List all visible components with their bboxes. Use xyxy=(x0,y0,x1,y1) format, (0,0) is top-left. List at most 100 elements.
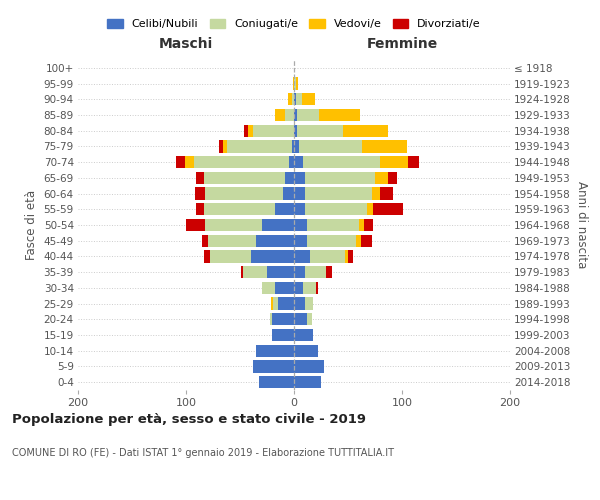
Bar xyxy=(367,203,373,215)
Bar xyxy=(283,188,294,200)
Bar xyxy=(294,266,305,278)
Bar xyxy=(294,109,297,121)
Bar xyxy=(409,156,419,168)
Bar xyxy=(326,266,332,278)
Bar xyxy=(305,298,313,310)
Bar xyxy=(253,360,294,372)
Bar xyxy=(176,156,185,168)
Bar xyxy=(294,140,299,152)
Bar xyxy=(380,188,394,200)
Bar xyxy=(272,329,294,341)
Bar xyxy=(256,234,294,247)
Bar xyxy=(286,172,294,184)
Bar xyxy=(294,234,307,247)
Bar xyxy=(202,234,208,247)
Bar xyxy=(372,188,380,200)
Bar xyxy=(310,250,345,262)
Bar xyxy=(345,250,348,262)
Bar xyxy=(307,234,356,247)
Bar xyxy=(294,329,313,341)
Bar xyxy=(278,298,294,310)
Bar xyxy=(210,250,251,262)
Bar xyxy=(205,172,286,184)
Bar xyxy=(205,203,275,215)
Bar xyxy=(294,93,296,106)
Bar xyxy=(294,172,305,184)
Bar xyxy=(220,140,223,152)
Bar xyxy=(307,313,313,326)
Bar xyxy=(302,93,314,106)
Bar xyxy=(305,188,372,200)
Bar xyxy=(289,156,294,168)
Bar xyxy=(348,250,353,262)
Bar xyxy=(205,188,283,200)
Bar xyxy=(294,156,302,168)
Bar xyxy=(294,78,296,90)
Bar xyxy=(297,109,319,121)
Bar xyxy=(186,219,205,231)
Bar xyxy=(253,124,294,137)
Bar xyxy=(287,93,292,106)
Bar xyxy=(248,124,253,137)
Bar xyxy=(307,219,359,231)
Bar xyxy=(296,78,298,90)
Bar xyxy=(299,140,362,152)
Bar xyxy=(251,250,294,262)
Bar xyxy=(241,266,243,278)
Bar xyxy=(294,344,318,357)
Bar xyxy=(294,203,305,215)
Bar xyxy=(259,376,294,388)
Bar xyxy=(361,234,372,247)
Bar xyxy=(267,266,294,278)
Bar xyxy=(302,156,380,168)
Bar xyxy=(194,188,205,200)
Bar xyxy=(185,156,194,168)
Bar xyxy=(373,203,403,215)
Text: Femmine: Femmine xyxy=(367,36,437,51)
Bar xyxy=(270,313,272,326)
Bar xyxy=(272,313,294,326)
Bar xyxy=(243,266,267,278)
Bar xyxy=(275,109,286,121)
Bar xyxy=(262,219,294,231)
Bar xyxy=(294,282,302,294)
Bar xyxy=(244,124,248,137)
Bar xyxy=(375,172,388,184)
Bar xyxy=(364,219,373,231)
Bar xyxy=(294,376,321,388)
Bar xyxy=(305,172,375,184)
Bar xyxy=(223,140,227,152)
Bar xyxy=(293,78,294,90)
Bar xyxy=(205,219,262,231)
Bar xyxy=(256,344,294,357)
Bar xyxy=(362,140,407,152)
Bar xyxy=(297,124,343,137)
Bar xyxy=(316,282,318,294)
Bar xyxy=(380,156,409,168)
Bar xyxy=(208,234,256,247)
Bar xyxy=(271,298,274,310)
Bar xyxy=(275,203,294,215)
Bar xyxy=(359,219,364,231)
Bar xyxy=(305,203,367,215)
Bar xyxy=(294,219,307,231)
Bar xyxy=(196,172,205,184)
Bar xyxy=(275,282,294,294)
Bar xyxy=(294,250,310,262)
Bar xyxy=(227,140,292,152)
Bar xyxy=(356,234,361,247)
Bar xyxy=(194,156,289,168)
Bar xyxy=(205,250,210,262)
Bar xyxy=(296,93,302,106)
Bar xyxy=(305,266,326,278)
Bar xyxy=(388,172,397,184)
Text: COMUNE DI RO (FE) - Dati ISTAT 1° gennaio 2019 - Elaborazione TUTTITALIA.IT: COMUNE DI RO (FE) - Dati ISTAT 1° gennai… xyxy=(12,448,394,458)
Text: Popolazione per età, sesso e stato civile - 2019: Popolazione per età, sesso e stato civil… xyxy=(12,412,366,426)
Bar xyxy=(343,124,388,137)
Bar xyxy=(286,109,294,121)
Bar xyxy=(294,298,305,310)
Legend: Celibi/Nubili, Coniugati/e, Vedovi/e, Divorziati/e: Celibi/Nubili, Coniugati/e, Vedovi/e, Di… xyxy=(103,14,485,34)
Text: Maschi: Maschi xyxy=(159,36,213,51)
Bar xyxy=(294,188,305,200)
Y-axis label: Anni di nascita: Anni di nascita xyxy=(575,182,587,268)
